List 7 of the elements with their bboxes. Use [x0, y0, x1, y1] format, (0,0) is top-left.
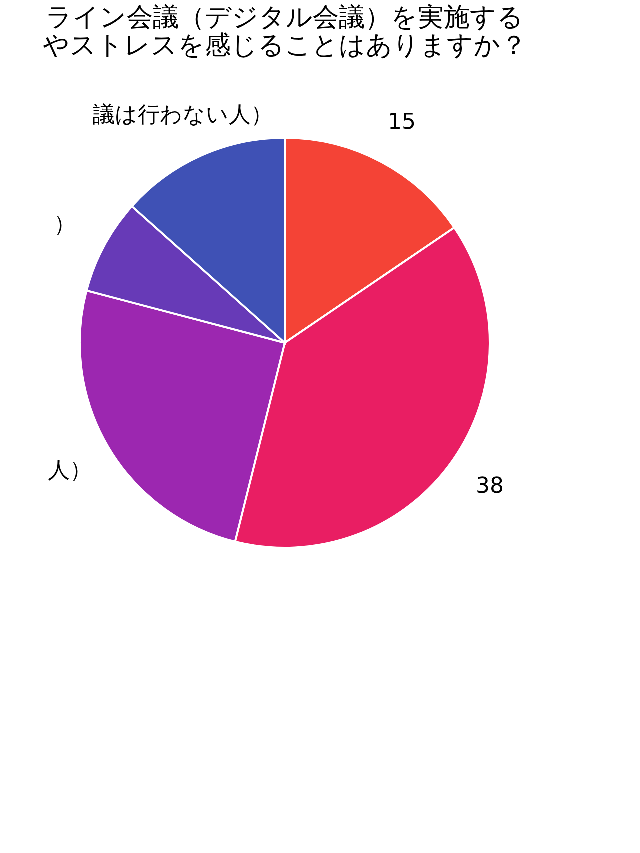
text: ライン会議（デジタル会議）を実施する — [46, 3, 524, 33]
text: やストレスを感じることはありますか？ — [43, 31, 527, 61]
slice-label: 人） — [48, 458, 92, 484]
slice-label: 15 — [388, 110, 416, 136]
slice-label: 議は行わない人） — [92, 102, 273, 128]
slice-label: ） — [54, 212, 76, 238]
slice-label: 38 — [476, 474, 504, 500]
